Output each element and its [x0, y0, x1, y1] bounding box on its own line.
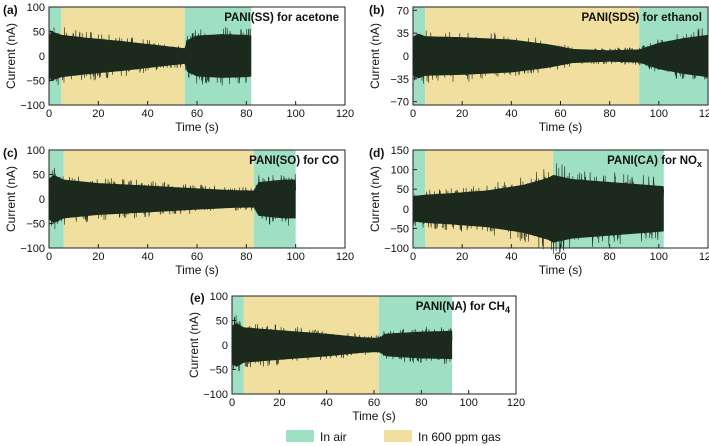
x-tick-label: 80: [415, 397, 427, 409]
y-tick-label: 100: [27, 145, 45, 157]
y-tick-label: −50: [390, 223, 409, 235]
y-tick-label: −50: [26, 76, 45, 88]
y-tick-label: 50: [33, 27, 45, 39]
y-axis-label: Current (nA): [368, 23, 382, 89]
x-tick-label: 80: [604, 251, 616, 263]
y-axis-label: Current (nA): [368, 166, 382, 232]
x-tick-label: 100: [650, 108, 668, 120]
x-tick-label: 100: [286, 251, 304, 263]
x-tick-label: 60: [191, 108, 203, 120]
panels: 0 20 40 60 80 100 120 −100 −50 0 50 100 Time (s) Curr…: [3, 2, 709, 423]
y-tick-label: 0: [403, 51, 409, 63]
chart-title: PANI(SS) for acetone: [224, 12, 339, 24]
y-tick-label: 0: [403, 204, 409, 216]
x-tick-label: 80: [240, 251, 252, 263]
x-tick-label: 120: [507, 397, 525, 409]
x-axis-label: Time (s): [175, 120, 219, 134]
panel-label: (a): [3, 3, 18, 17]
legend: In air In 600 ppm gas: [286, 430, 501, 444]
x-tick-label: 0: [410, 251, 416, 263]
x-tick-label: 40: [321, 397, 333, 409]
y-tick-label: 100: [210, 291, 228, 303]
x-tick-label: 120: [336, 108, 354, 120]
y-tick-label: −50: [26, 219, 45, 231]
x-tick-label: 40: [142, 251, 154, 263]
signal-core: [232, 323, 453, 367]
y-tick-label: 35: [397, 28, 409, 40]
x-tick-label: 60: [554, 251, 566, 263]
panel-d: 0 20 40 60 80 100 120 −100 −50 0 50 100 150 Time (s) C…: [368, 145, 709, 277]
panel-label: (b): [369, 3, 384, 17]
y-tick-label: 50: [216, 316, 228, 328]
signal-core: [49, 175, 296, 223]
x-tick-label: 0: [46, 251, 52, 263]
x-tick-label: 20: [92, 108, 104, 120]
x-tick-label: 80: [604, 108, 616, 120]
x-axis-label: Time (s): [352, 409, 396, 423]
y-tick-label: −70: [390, 97, 409, 109]
y-tick-label: −100: [20, 100, 45, 112]
y-tick-label: 0: [39, 194, 45, 206]
legend-swatch-air: [286, 430, 314, 442]
chart-title: PANI(SDS) for ethanol: [581, 12, 702, 24]
x-tick-label: 120: [336, 251, 354, 263]
x-tick-label: 0: [410, 108, 416, 120]
x-tick-label: 20: [92, 251, 104, 263]
x-tick-label: 120: [699, 251, 709, 263]
x-tick-label: 100: [650, 251, 668, 263]
signal-core: [413, 33, 708, 79]
y-axis-label: Current (nA): [187, 312, 201, 378]
x-tick-label: 120: [699, 108, 709, 120]
panel-label: (e): [190, 291, 205, 305]
x-tick-label: 0: [46, 108, 52, 120]
x-tick-label: 40: [142, 108, 154, 120]
x-tick-label: 40: [505, 251, 517, 263]
y-tick-label: 50: [397, 184, 409, 196]
y-tick-label: −50: [209, 365, 228, 377]
signal-core: [413, 174, 664, 243]
x-tick-label: 100: [286, 108, 304, 120]
x-tick-label: 20: [456, 108, 468, 120]
y-tick-label: 150: [391, 145, 409, 157]
x-tick-label: 20: [273, 397, 285, 409]
x-axis-label: Time (s): [539, 120, 583, 134]
panel-label: (c): [3, 146, 18, 160]
y-tick-label: 0: [222, 340, 228, 352]
legend-label-gas: In 600 ppm gas: [418, 430, 501, 444]
panel-a: 0 20 40 60 80 100 120 −100 −50 0 50 100 Time (s) Curr…: [3, 2, 354, 134]
y-axis-label: Current (nA): [4, 166, 18, 232]
y-axis-label: Current (nA): [4, 23, 18, 89]
y-tick-label: 50: [33, 170, 45, 182]
y-tick-label: −100: [20, 243, 45, 255]
legend-label-air: In air: [320, 430, 347, 444]
x-tick-label: 60: [368, 397, 380, 409]
y-tick-label: 100: [27, 2, 45, 14]
y-tick-label: 70: [397, 5, 409, 17]
x-tick-label: 20: [456, 251, 468, 263]
chart-title: PANI(CA) for NOx: [607, 155, 702, 169]
signal-core: [49, 31, 252, 81]
x-axis-label: Time (s): [539, 263, 583, 277]
panel-label: (d): [369, 146, 384, 160]
panel-b: 0 20 40 60 80 100 120 −70 −35 0 35 70 Time (s) Curren…: [368, 3, 709, 134]
x-tick-label: 80: [240, 108, 252, 120]
legend-swatch-gas: [384, 430, 412, 442]
chart-title: PANI(SO) for CO: [249, 155, 339, 167]
chart-title: PANI(NA) for CH4: [416, 301, 510, 315]
y-tick-label: −100: [203, 389, 228, 401]
x-tick-label: 60: [554, 108, 566, 120]
panel-c: 0 20 40 60 80 100 120 −100 −50 0 50 100 Time (s) Curr…: [3, 145, 354, 277]
y-tick-label: −100: [384, 243, 409, 255]
y-tick-label: −35: [390, 74, 409, 86]
x-tick-label: 0: [229, 397, 235, 409]
y-tick-label: 0: [39, 51, 45, 63]
panel-e: 0 20 40 60 80 100 120 −100 −50 0 50 100 Time (s) Curr…: [187, 291, 525, 423]
x-tick-label: 100: [459, 397, 477, 409]
x-tick-label: 60: [191, 251, 203, 263]
y-tick-label: 100: [391, 165, 409, 177]
x-tick-label: 40: [505, 108, 517, 120]
x-axis-label: Time (s): [175, 263, 219, 277]
